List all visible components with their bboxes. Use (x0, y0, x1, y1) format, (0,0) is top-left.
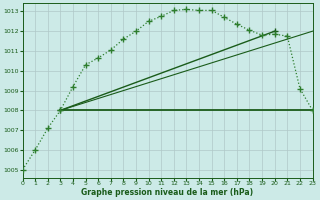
X-axis label: Graphe pression niveau de la mer (hPa): Graphe pression niveau de la mer (hPa) (82, 188, 254, 197)
